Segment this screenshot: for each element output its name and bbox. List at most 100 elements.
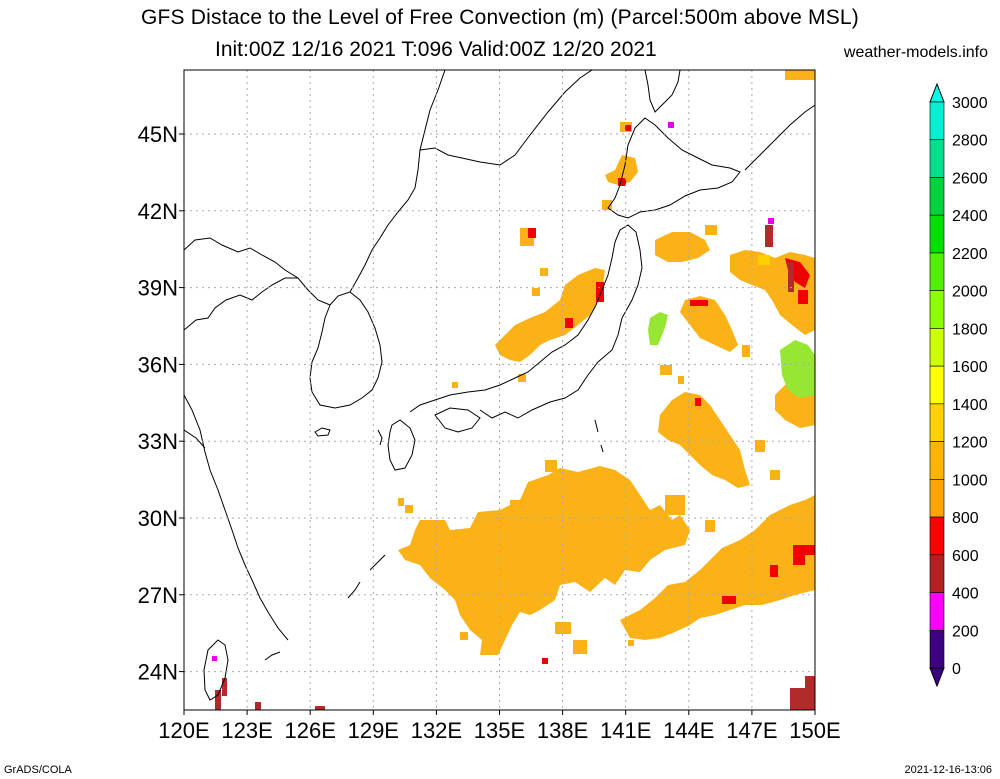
lfc-field: [212, 70, 815, 710]
coast-china-south: [184, 394, 289, 641]
field-patch: [722, 468, 734, 478]
lat-tick-label: 33N: [138, 429, 178, 454]
field-patch-lime: [780, 340, 815, 398]
field-patch: [528, 228, 536, 238]
field-patch: [690, 300, 708, 306]
coast-mainland-north: [419, 70, 593, 166]
lat-tick-label: 24N: [138, 660, 178, 685]
field-patch: [722, 596, 736, 604]
lon-tick-label: 132E: [411, 718, 462, 743]
field-patch-seaofjapan: [495, 268, 605, 362]
field-patch: [518, 374, 526, 382]
colorbar: 0 200 400 600 800 1000 1200 1400 1600 1800 2000 220…: [929, 82, 988, 688]
field-patch-north-pacific: [655, 232, 710, 262]
field-patch: [765, 225, 773, 247]
field-patch: [542, 658, 548, 664]
field-patch: [660, 365, 672, 375]
field-patch: [596, 282, 604, 302]
coast-kyushu: [387, 419, 416, 471]
grid-lines: [184, 70, 815, 710]
lat-tick-label: 30N: [138, 506, 178, 531]
chart-title: GFS Distace to the Level of Free Convect…: [141, 6, 859, 29]
lat-tick-label: 39N: [138, 276, 178, 301]
colorbar-box: [929, 139, 945, 178]
field-patch-lime: [648, 312, 668, 345]
colorbar-min-triangle: [929, 667, 945, 688]
lat-axis: 45N 42N 39N 36N 33N 30N 27N 24N: [138, 122, 184, 685]
lon-tick-label: 120E: [158, 718, 209, 743]
field-patch: [460, 632, 468, 640]
field-patch: [770, 565, 778, 577]
field-patch-southeast: [620, 495, 815, 640]
field-patch: [665, 495, 685, 515]
field-patch: [668, 122, 674, 128]
footer-timestamp: 2021-12-16-13:06: [904, 764, 992, 776]
field-patch: [798, 290, 808, 304]
field-patch: [573, 640, 587, 654]
colorbar-label: 1000: [952, 472, 988, 489]
field-patch-east: [658, 392, 750, 488]
colorbar-label: 1400: [952, 397, 988, 414]
footer-credit: GrADS/COLA: [4, 764, 72, 776]
field-patch: [315, 706, 325, 710]
colorbar-label: 1800: [952, 321, 988, 338]
field-patch: [705, 225, 717, 235]
coast-ryukyu: [264, 554, 386, 661]
chart-subtitle: Init:00Z 12/16 2021 T:096 Valid:00Z 12/2…: [215, 38, 657, 61]
lon-tick-label: 135E: [474, 718, 525, 743]
colorbar-label: 400: [952, 586, 979, 603]
lon-tick-label: 144E: [663, 718, 714, 743]
field-patch: [625, 125, 631, 131]
colorbar-box: [929, 441, 945, 480]
colorbar-label: 2000: [952, 284, 988, 301]
colorbar-label: 2200: [952, 246, 988, 263]
colorbar-label: 200: [952, 623, 979, 640]
lat-tick-label: 42N: [138, 199, 178, 224]
site-credit: weather-models.info: [843, 44, 988, 61]
colorbar-box: [929, 516, 945, 556]
lon-tick-label: 138E: [537, 718, 588, 743]
colorbar-label: 600: [952, 548, 979, 565]
field-patch: [212, 656, 217, 661]
coast-kurils: [744, 104, 815, 171]
field-patch: [768, 218, 774, 224]
colorbar-box: [929, 214, 945, 254]
coast-korea: [309, 291, 383, 409]
field-patch: [222, 678, 227, 696]
colorbar-box: [929, 328, 945, 367]
coast-shandong: [184, 429, 206, 449]
field-patch: [602, 200, 612, 210]
colorbar-box: [929, 365, 945, 405]
coast-shikoku: [434, 407, 481, 433]
coastlines: [184, 70, 815, 701]
field-patch: [565, 318, 573, 328]
coast-china: [184, 277, 298, 331]
lat-tick-label: 45N: [138, 122, 178, 147]
colorbar-label: 2600: [952, 170, 988, 187]
field-patch: [770, 470, 780, 480]
lon-tick-label: 129E: [348, 718, 399, 743]
lon-tick-label: 123E: [221, 718, 272, 743]
field-patch: [742, 345, 750, 357]
colorbar-box: [929, 629, 945, 669]
field-patch: [405, 505, 413, 513]
field-patch: [695, 398, 701, 406]
field-patch: [452, 382, 458, 388]
coast-izu: [594, 419, 604, 453]
colorbar-label: 0: [952, 661, 961, 678]
colorbar-box: [929, 177, 945, 216]
colorbar-label: 3000: [952, 95, 988, 112]
lon-tick-label: 150E: [789, 718, 840, 743]
colorbar-max-triangle: [929, 82, 945, 103]
lon-tick-label: 126E: [285, 718, 336, 743]
field-patch: [398, 498, 404, 506]
field-patch-south: [398, 466, 690, 655]
field-patch: [758, 255, 770, 265]
field-patch-offshore: [680, 296, 738, 352]
field-patch: [785, 70, 815, 80]
field-patch: [755, 440, 765, 452]
colorbar-box: [929, 403, 945, 442]
colorbar-box: [929, 290, 945, 329]
colorbar-label: 1600: [952, 359, 988, 376]
colorbar-box: [929, 554, 945, 593]
